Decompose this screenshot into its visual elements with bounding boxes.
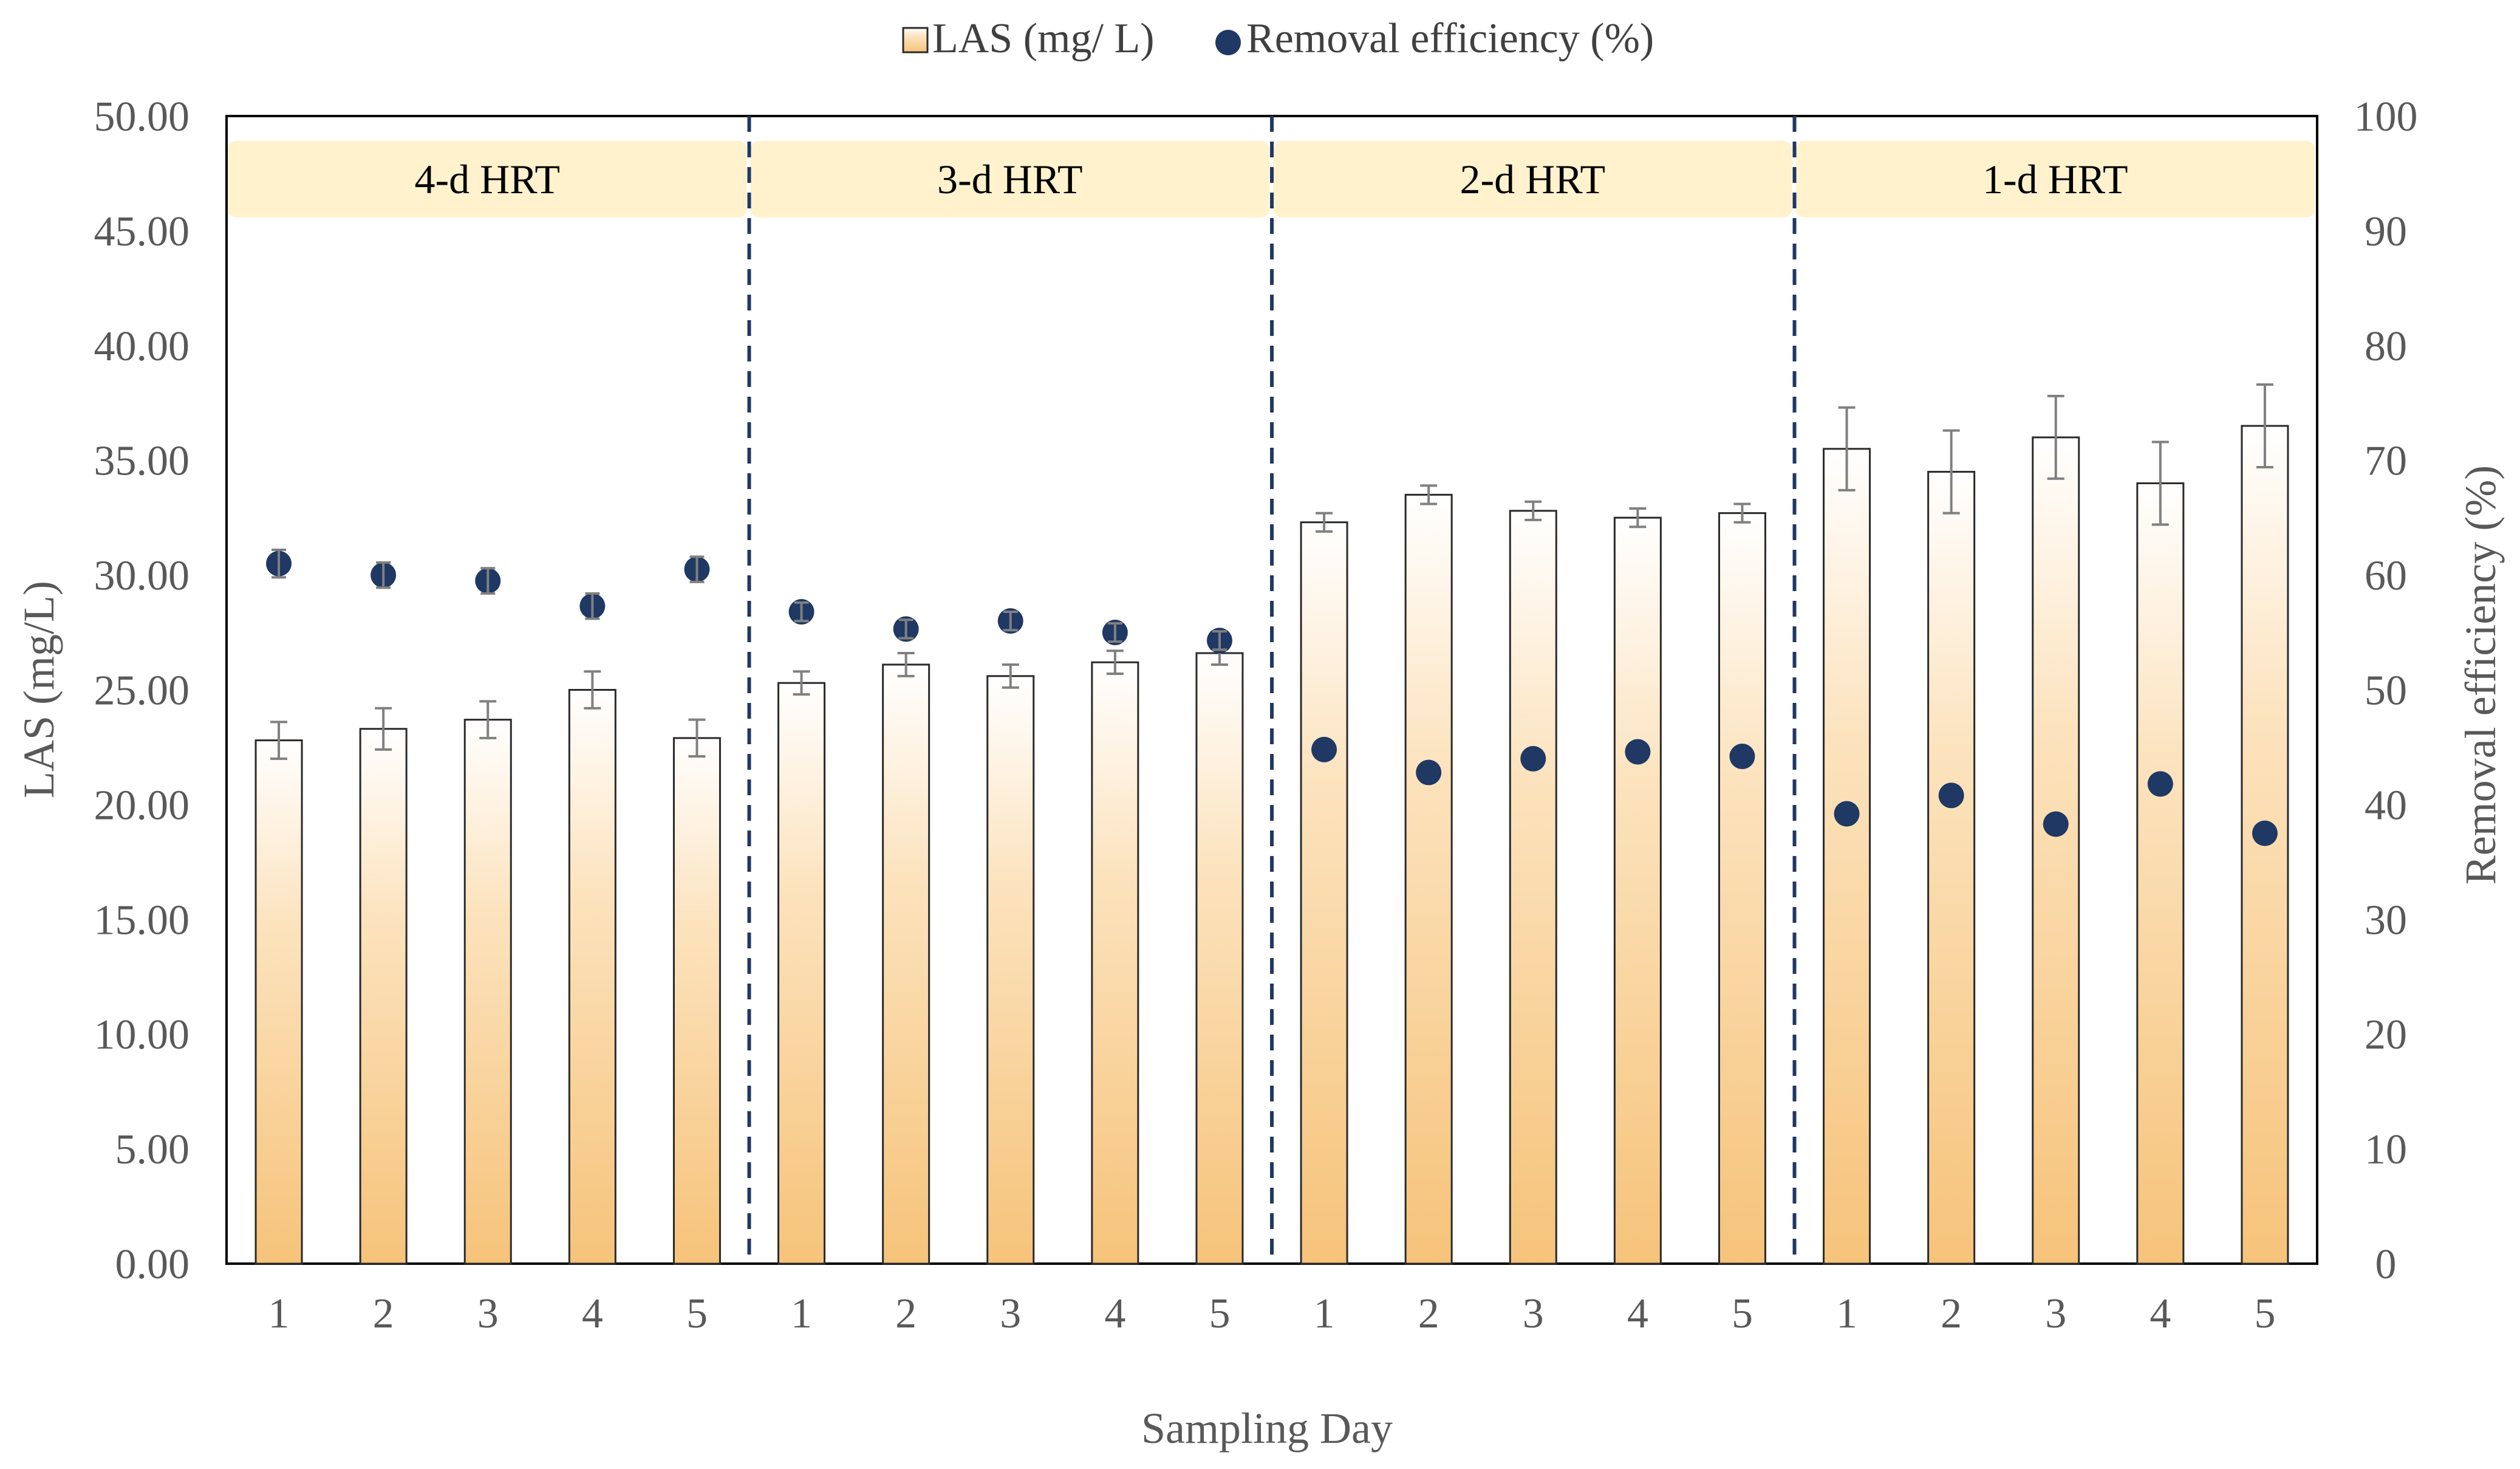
las-bar — [986, 675, 1035, 1265]
x-tick-label: 5 — [1209, 1290, 1230, 1337]
y2-tick-label: 70 — [2365, 438, 2407, 485]
y2-tick-label: 100 — [2354, 94, 2418, 140]
las-bar — [1823, 448, 1871, 1265]
removal-marker — [1938, 782, 1964, 809]
las-bar — [1404, 493, 1453, 1265]
las-bar — [2136, 482, 2185, 1265]
y-tick-label: 50.00 — [94, 94, 190, 140]
y2-axis-title: Removal efficiency (%) — [2456, 465, 2505, 885]
y-tick-label: 20.00 — [94, 782, 190, 829]
x-tick-label: 1 — [1314, 1290, 1335, 1337]
period-label: 4-d HRT — [414, 156, 560, 202]
y-tick-label: 45.00 — [94, 208, 190, 255]
removal-marker — [1729, 744, 1755, 770]
legend-label-removal: Removal efficiency (%) — [1246, 15, 1654, 62]
las-bar — [254, 739, 303, 1265]
las-bar — [1718, 512, 1766, 1265]
y2-tick-label: 0 — [2375, 1241, 2397, 1288]
las-bar — [672, 737, 721, 1265]
y-axis-title: LAS (mg/L) — [15, 581, 63, 798]
x-tick-label: 3 — [477, 1290, 499, 1337]
y2-tick-label: 20 — [2365, 1012, 2407, 1058]
x-tick-label: 2 — [373, 1290, 394, 1337]
period-bands: 4-d HRT 3-d HRT 2-d HRT 1-d HRT — [228, 141, 2315, 217]
period-label: 3-d HRT — [937, 156, 1083, 202]
x-tick-label: 1 — [1836, 1290, 1857, 1337]
period-dividers — [747, 116, 1797, 1264]
y2-tick-label: 40 — [2365, 782, 2407, 829]
period-band — [228, 141, 747, 217]
legend-label-las: LAS (mg/ L) — [932, 15, 1155, 62]
x-tick-label: 4 — [1627, 1290, 1648, 1337]
las-bar — [1195, 652, 1244, 1265]
y2-tick-label: 90 — [2365, 208, 2407, 255]
removal-marker — [1625, 739, 1651, 765]
x-tick-label: 5 — [2254, 1290, 2275, 1337]
x-tick-label: 2 — [1941, 1290, 1962, 1337]
las-bar — [1091, 661, 1139, 1265]
y-tick-label: 25.00 — [94, 668, 190, 714]
removal-marker — [1834, 801, 1860, 827]
legend: LAS (mg/ L) Removal efficiency (%) — [902, 15, 1654, 62]
las-bar — [882, 663, 930, 1265]
las-bar — [1927, 471, 1976, 1265]
removal-marker — [2147, 771, 2173, 797]
y-axis-left-ticks: 0.00 5.00 10.00 15.00 20.00 25.00 30.00 35.00 40… — [94, 94, 190, 1288]
x-tick-label: 5 — [1732, 1290, 1753, 1337]
legend-swatch-las — [902, 27, 929, 53]
x-tick-label: 1 — [268, 1290, 290, 1337]
las-bar — [1613, 516, 1662, 1265]
y-tick-label: 10.00 — [94, 1012, 190, 1058]
y-tick-label: 30.00 — [94, 553, 190, 600]
las-bar — [463, 719, 512, 1265]
period-band — [1795, 141, 2315, 217]
period-band — [750, 141, 1269, 217]
x-tick-label: 4 — [1104, 1290, 1125, 1337]
x-tick-label: 3 — [2045, 1290, 2066, 1337]
y-axis-right-ticks: 0 10 20 30 40 50 60 70 80 90 100 — [2354, 94, 2418, 1288]
y-tick-label: 5.00 — [115, 1126, 190, 1173]
y-tick-label: 0.00 — [115, 1241, 190, 1288]
x-tick-label: 4 — [2150, 1290, 2171, 1337]
x-tick-label: 3 — [1523, 1290, 1544, 1337]
y2-tick-label: 80 — [2365, 323, 2407, 370]
period-label: 1-d HRT — [1982, 156, 2128, 202]
x-tick-label: 1 — [791, 1290, 812, 1337]
x-tick-label: 3 — [1000, 1290, 1021, 1337]
y-tick-label: 35.00 — [94, 438, 190, 485]
removal-marker — [1416, 759, 1442, 786]
x-axis-ticks: 1 2 3 4 5 1 2 3 4 5 1 2 3 4 5 1 2 3 4 5 — [268, 1290, 2276, 1337]
las-bar — [2032, 436, 2080, 1265]
las-bar — [1300, 521, 1348, 1265]
x-axis-title: Sampling Day — [1141, 1404, 1393, 1453]
x-tick-label: 5 — [686, 1290, 708, 1337]
removal-marker — [2252, 820, 2278, 846]
x-tick-label: 2 — [895, 1290, 917, 1337]
x-tick-label: 2 — [1418, 1290, 1439, 1337]
y2-tick-label: 10 — [2365, 1126, 2407, 1173]
y2-tick-label: 30 — [2365, 897, 2407, 943]
legend-marker-removal — [1215, 30, 1241, 55]
removal-marker — [1520, 745, 1546, 772]
las-bar — [777, 682, 826, 1265]
removal-marker — [2043, 811, 2069, 837]
removal-marker — [1311, 736, 1337, 762]
y-tick-label: 40.00 — [94, 323, 190, 370]
las-bar — [1509, 510, 1557, 1265]
y-tick-label: 15.00 — [94, 897, 190, 943]
removal-markers — [266, 550, 2278, 846]
period-band — [1273, 141, 1792, 217]
las-bar — [359, 728, 408, 1265]
period-label: 2-d HRT — [1460, 156, 1605, 202]
las-bar — [568, 689, 616, 1265]
x-tick-label: 4 — [582, 1290, 603, 1337]
y2-tick-label: 50 — [2365, 668, 2407, 714]
las-bars — [254, 425, 2289, 1265]
y2-tick-label: 60 — [2365, 553, 2407, 600]
removal-error-bars — [271, 549, 1227, 651]
